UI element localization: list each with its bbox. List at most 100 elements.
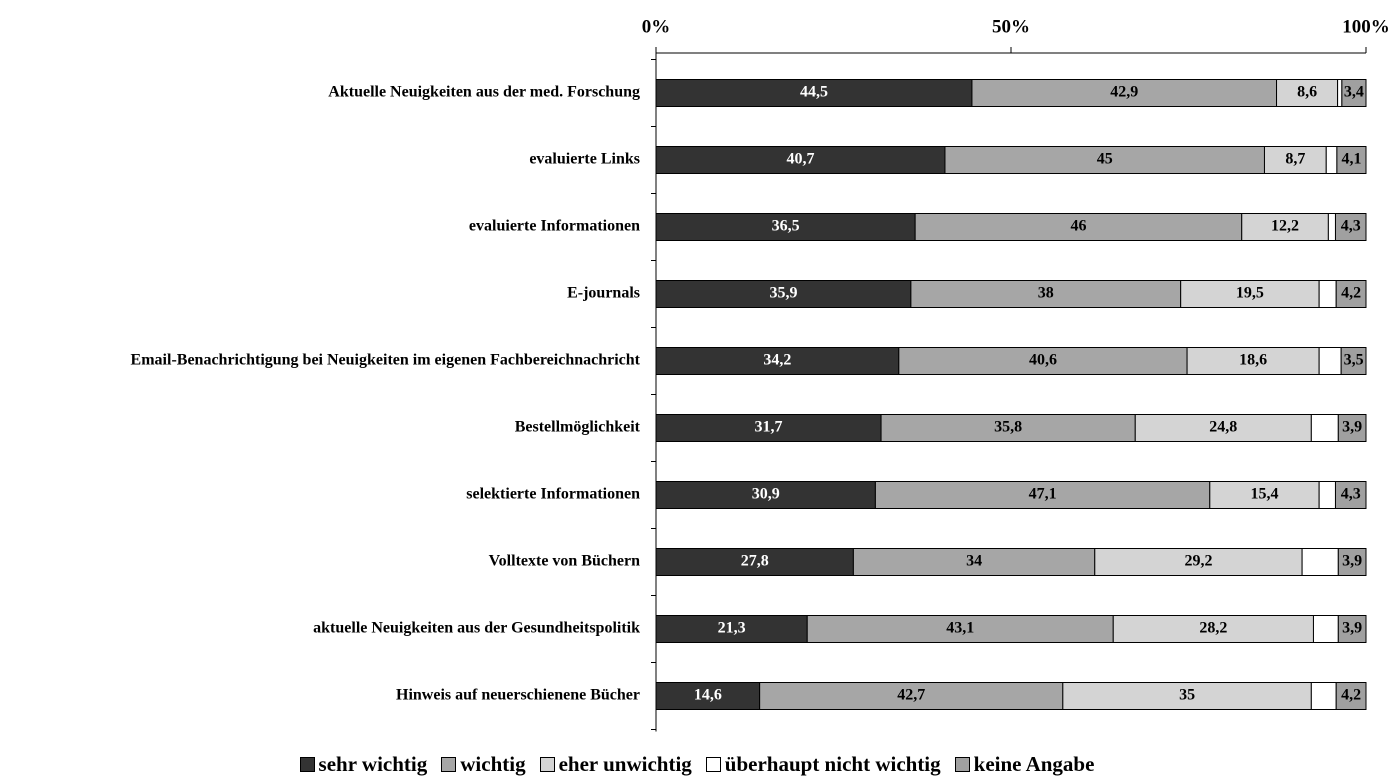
bar-segment bbox=[1337, 414, 1367, 442]
data-label: 8,7 bbox=[1285, 151, 1305, 168]
data-label: 42,7 bbox=[897, 687, 925, 704]
data-label: 35,8 bbox=[994, 419, 1022, 436]
y-tick-label: evaluierte Informationen bbox=[469, 218, 640, 235]
bar-segment bbox=[1335, 682, 1367, 710]
bar-segment bbox=[944, 146, 1265, 174]
data-label: 8,6 bbox=[1297, 84, 1317, 101]
data-label: 3,9 bbox=[1342, 620, 1362, 637]
bar-segment bbox=[655, 213, 916, 241]
x-tick-label: 100% bbox=[1342, 16, 1390, 37]
bar-segment bbox=[759, 682, 1064, 710]
legend-label: überhaupt nicht wichtig bbox=[724, 752, 941, 776]
legend-swatch bbox=[705, 757, 721, 772]
data-label: 43,1 bbox=[946, 620, 974, 637]
bar-segment bbox=[898, 347, 1188, 375]
bar-segment bbox=[1335, 280, 1367, 308]
bar-segment bbox=[1112, 615, 1314, 643]
bar-segment bbox=[1263, 146, 1327, 174]
bar-segment bbox=[1336, 146, 1367, 174]
data-label: 46 bbox=[1070, 218, 1086, 235]
legend: sehr wichtig wichtig eher unwichtig überhau… bbox=[0, 752, 1394, 777]
data-label: 3,4 bbox=[1344, 84, 1364, 101]
data-label: 3,9 bbox=[1342, 419, 1362, 436]
bar-segment bbox=[1312, 615, 1339, 643]
data-label: 4,3 bbox=[1341, 218, 1361, 235]
bar-segment bbox=[880, 414, 1136, 442]
x-tick-label: 50% bbox=[992, 16, 1030, 37]
bar-segment bbox=[852, 548, 1096, 576]
data-label: 40,6 bbox=[1029, 352, 1057, 369]
legend-item: keine Angabe bbox=[954, 752, 1095, 777]
legend-label: keine Angabe bbox=[973, 752, 1095, 776]
legend-swatch bbox=[539, 757, 555, 772]
legend-item: wichtig bbox=[441, 752, 526, 777]
y-tick-label: E-journals bbox=[567, 285, 640, 302]
data-label: 21,3 bbox=[718, 620, 746, 637]
bar-segment bbox=[1310, 414, 1339, 442]
data-label: 4,2 bbox=[1341, 285, 1361, 302]
data-label: 28,2 bbox=[1199, 620, 1227, 637]
data-label: 36,5 bbox=[772, 218, 800, 235]
bar-segment bbox=[910, 280, 1182, 308]
legend-label: sehr wichtig bbox=[318, 752, 428, 776]
y-tick-label: Hinweis auf neuerschienene Bücher bbox=[396, 687, 640, 704]
bar-segment bbox=[1318, 280, 1337, 308]
data-label: 45 bbox=[1097, 151, 1113, 168]
bar-segment bbox=[655, 280, 912, 308]
legend-swatch bbox=[299, 757, 315, 772]
data-label: 44,5 bbox=[800, 84, 828, 101]
data-label: 29,2 bbox=[1184, 553, 1212, 570]
data-label: 30,9 bbox=[752, 486, 780, 503]
bar-segment bbox=[1340, 347, 1367, 375]
data-label: 34 bbox=[966, 553, 982, 570]
bar-segment bbox=[1209, 481, 1320, 509]
data-label: 19,5 bbox=[1236, 285, 1264, 302]
data-label: 14,6 bbox=[694, 687, 722, 704]
y-tick-label: evaluierte Links bbox=[529, 151, 640, 168]
bar-segment bbox=[1318, 481, 1336, 509]
bar-segment bbox=[1134, 414, 1312, 442]
bar-segment bbox=[1310, 682, 1337, 710]
bar-segment bbox=[1180, 280, 1320, 308]
bar-segment bbox=[655, 414, 882, 442]
data-label: 18,6 bbox=[1239, 352, 1267, 369]
bar-segment bbox=[1301, 548, 1339, 576]
x-tick-label: 0% bbox=[642, 16, 671, 37]
bar-segment bbox=[1337, 615, 1367, 643]
data-label: 12,2 bbox=[1271, 218, 1299, 235]
data-label: 34,2 bbox=[763, 352, 791, 369]
y-tick-label: Aktuelle Neuigkeiten aus der med. Forsch… bbox=[328, 84, 640, 101]
data-label: 4,2 bbox=[1341, 687, 1361, 704]
data-label: 38 bbox=[1038, 285, 1054, 302]
legend-item: überhaupt nicht wichtig bbox=[705, 752, 941, 777]
data-label: 4,1 bbox=[1341, 151, 1361, 168]
legend-label: eher unwichtig bbox=[558, 752, 692, 776]
bar-segment bbox=[1276, 79, 1339, 107]
bar-segment bbox=[914, 213, 1243, 241]
legend-label: wichtig bbox=[460, 752, 526, 776]
data-label: 24,8 bbox=[1209, 419, 1237, 436]
data-label: 4,3 bbox=[1341, 486, 1361, 503]
bar-segment bbox=[806, 615, 1114, 643]
legend-swatch bbox=[954, 757, 970, 772]
bar-segment bbox=[874, 481, 1211, 509]
data-label: 15,4 bbox=[1250, 486, 1278, 503]
bar-segment bbox=[1334, 481, 1367, 509]
legend-item: eher unwichtig bbox=[539, 752, 692, 777]
bar-segment bbox=[1186, 347, 1320, 375]
bar-segment bbox=[971, 79, 1278, 107]
bar-segment bbox=[1318, 347, 1342, 375]
data-label: 3,5 bbox=[1344, 352, 1364, 369]
bar-segment bbox=[1327, 213, 1336, 241]
bar-segment bbox=[1334, 213, 1367, 241]
data-label: 35 bbox=[1179, 687, 1195, 704]
bar-segment bbox=[1241, 213, 1329, 241]
data-label: 3,9 bbox=[1342, 553, 1362, 570]
y-tick-label: Volltexte von Büchern bbox=[489, 553, 641, 570]
data-label: 35,9 bbox=[769, 285, 797, 302]
y-tick-label: selektierte Informationen bbox=[466, 486, 640, 503]
y-tick-label: aktuelle Neuigkeiten aus der Gesundheits… bbox=[313, 620, 640, 637]
bar-segment bbox=[1337, 548, 1367, 576]
y-tick-label: Bestellmöglichkeit bbox=[515, 419, 641, 436]
